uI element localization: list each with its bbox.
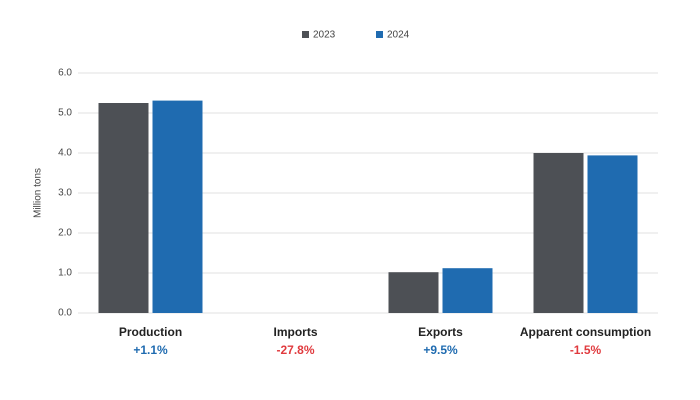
bar bbox=[587, 155, 638, 313]
y-tick-label: 0.0 bbox=[58, 308, 72, 319]
change-label: +1.1% bbox=[133, 343, 168, 357]
legend-label: 2023 bbox=[313, 30, 336, 41]
change-label: -27.8% bbox=[276, 343, 314, 357]
legend-swatch bbox=[302, 31, 309, 38]
y-tick-label: 3.0 bbox=[58, 188, 72, 199]
legend-swatch bbox=[376, 31, 383, 38]
y-tick-label: 4.0 bbox=[58, 148, 72, 159]
change-label: -1.5% bbox=[570, 343, 602, 357]
x-tick-label: Imports bbox=[273, 325, 317, 339]
x-tick-label: Production bbox=[119, 325, 182, 339]
bar bbox=[98, 103, 149, 313]
x-tick-label: Exports bbox=[418, 325, 463, 339]
bar bbox=[533, 153, 584, 313]
y-axis-label: Million tons bbox=[33, 168, 44, 218]
x-tick-label: Apparent consumption bbox=[520, 325, 651, 339]
y-tick-label: 1.0 bbox=[58, 268, 72, 279]
y-tick-label: 6.0 bbox=[58, 68, 72, 79]
bar bbox=[152, 100, 203, 313]
bar bbox=[442, 268, 493, 313]
bar bbox=[388, 272, 439, 313]
y-tick-label: 2.0 bbox=[58, 228, 72, 239]
change-label: +9.5% bbox=[423, 343, 458, 357]
legend-label: 2024 bbox=[387, 30, 410, 41]
y-tick-label: 5.0 bbox=[58, 108, 72, 119]
